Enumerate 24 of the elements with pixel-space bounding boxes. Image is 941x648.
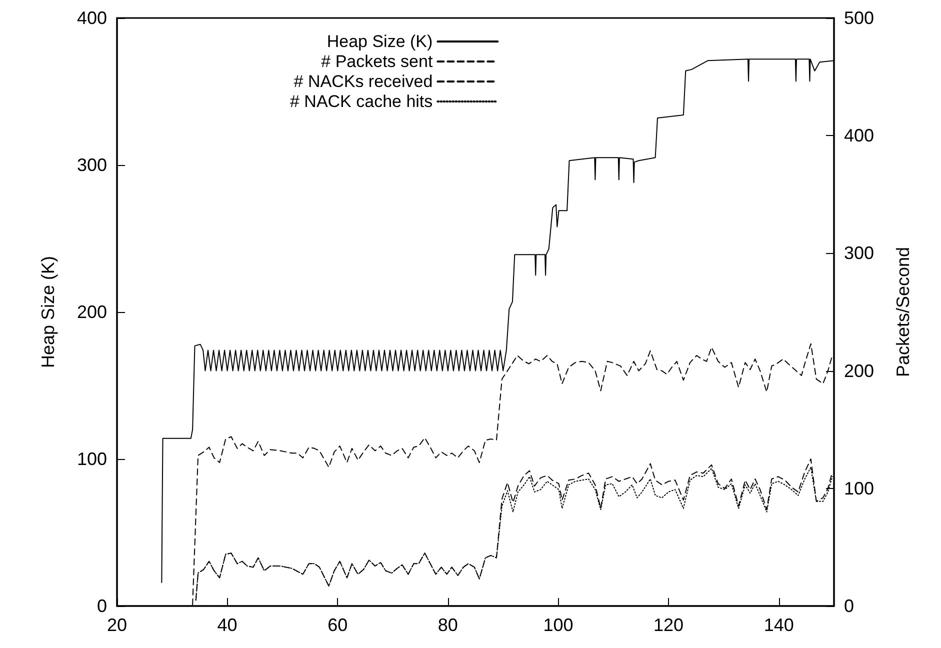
y2-axis-title: Packets/Second — [893, 246, 913, 378]
x-tick-label: 140 — [764, 615, 794, 635]
legend-label: # NACKs received — [294, 72, 433, 91]
x-tick-label: 120 — [654, 615, 684, 635]
y-tick-label: 400 — [76, 8, 107, 28]
legend-label: # Packets sent — [321, 52, 433, 71]
y2-tick-label: 500 — [844, 8, 874, 28]
x-tick-label: 80 — [438, 615, 458, 635]
x-tick-label: 20 — [106, 615, 128, 635]
x-tick-label: 100 — [543, 615, 574, 635]
y-tick-label: 0 — [96, 596, 107, 616]
y2-tick-label: 400 — [844, 126, 874, 146]
y2-tick-label: 0 — [844, 596, 854, 616]
y-tick-label: 200 — [76, 302, 107, 322]
y2-tick-label: 100 — [844, 478, 874, 498]
legend-label: # NACK cache hits — [290, 92, 433, 111]
x-tick-label: 40 — [217, 615, 238, 635]
y-tick-label: 300 — [76, 155, 107, 175]
y2-tick-label: 200 — [844, 360, 874, 381]
y-tick-label: 100 — [76, 449, 107, 469]
y-axis-title: Heap Size (K) — [38, 256, 58, 368]
legend-label: Heap Size (K) — [326, 32, 433, 51]
y2-tick-label: 300 — [844, 243, 874, 264]
x-tick-label: 60 — [328, 615, 348, 635]
